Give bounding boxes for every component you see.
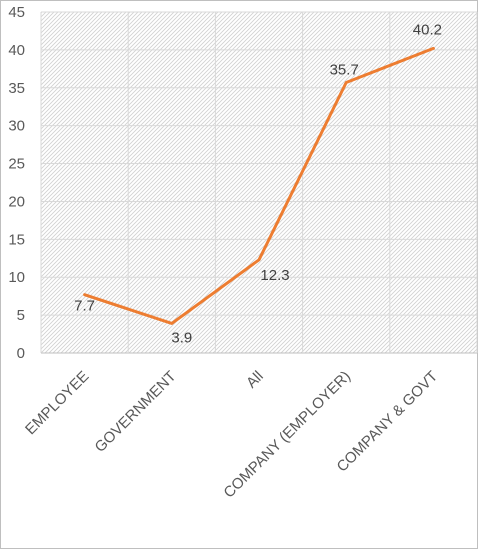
data-labels: 7.7 3.9 12.3 35.7 40.2 — [74, 21, 442, 346]
x-category-label: COMPANY (EMPLOYER) — [220, 368, 354, 502]
data-label: 7.7 — [74, 298, 95, 315]
x-category-label: EMPLOYEE — [22, 368, 92, 438]
x-category-label: All — [243, 368, 267, 392]
y-axis-ticks: 0 5 10 15 20 25 30 35 40 45 — [8, 4, 25, 362]
data-label: 35.7 — [330, 61, 359, 78]
y-tick-label: 20 — [8, 193, 25, 210]
x-category-label: GOVERNMENT — [92, 368, 180, 456]
y-tick-label: 15 — [8, 231, 25, 248]
data-label: 40.2 — [413, 21, 442, 38]
gridlines — [40, 11, 478, 354]
y-tick-label: 25 — [8, 156, 25, 173]
data-label: 12.3 — [260, 267, 289, 284]
plot-area — [41, 12, 477, 353]
series-polyline — [83, 46, 435, 325]
y-tick-label: 40 — [8, 42, 25, 59]
y-tick-label: 10 — [8, 269, 25, 286]
y-tick-label: 5 — [17, 307, 25, 324]
plot-background — [41, 12, 477, 353]
y-tick-label: 45 — [8, 4, 25, 21]
data-label: 3.9 — [171, 329, 192, 346]
y-tick-label: 35 — [8, 80, 25, 97]
y-tick-label: 30 — [8, 118, 25, 135]
series-line — [83, 46, 435, 325]
y-tick-label: 0 — [17, 345, 25, 362]
